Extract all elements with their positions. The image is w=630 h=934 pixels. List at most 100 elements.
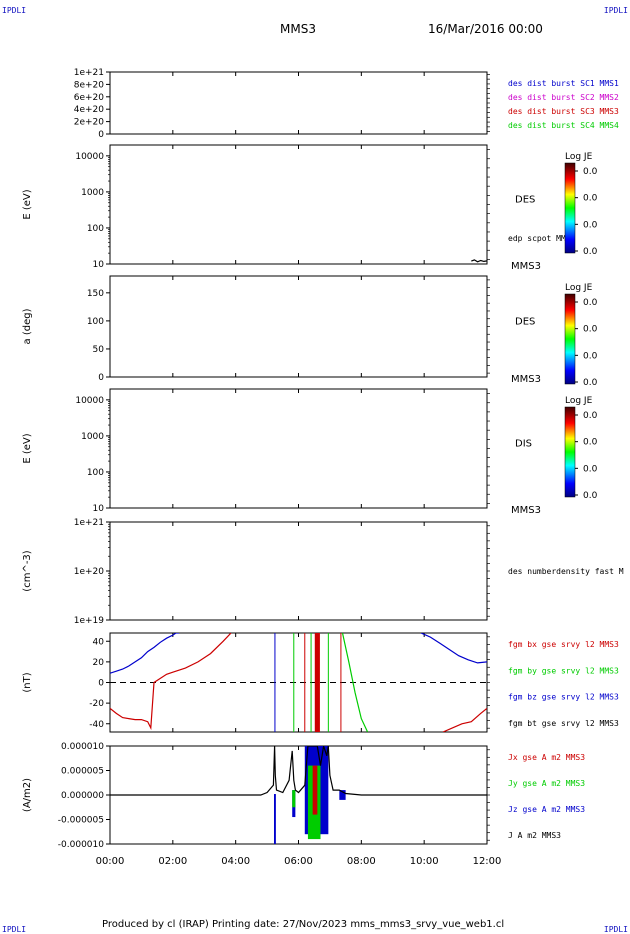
y-tick-label: 1e+20 xyxy=(74,567,105,577)
panel-data-group xyxy=(471,259,487,263)
burst-region xyxy=(312,765,318,815)
legend-entry: des dist burst SC1 MMS1 xyxy=(508,79,619,88)
spacecraft-sub-label: MMS3 xyxy=(511,261,541,272)
panel-frame xyxy=(109,71,488,135)
corner-mark-bottom-left: IPDLI xyxy=(2,925,27,934)
colorbar-title: Log JE xyxy=(565,152,593,162)
y-tick-label: 0 xyxy=(98,679,104,689)
x-tick-label: 06:00 xyxy=(284,856,313,867)
y-axis-label: E (eV) xyxy=(22,433,33,463)
y-tick-label: 6e+20 xyxy=(74,93,105,103)
y-tick-label: 0 xyxy=(98,130,104,140)
legend-entry: des dist burst SC3 MMS3 xyxy=(508,107,619,116)
overlay-line xyxy=(471,259,487,263)
x-tick-label: 00:00 xyxy=(96,856,125,867)
y-tick-label: 10 xyxy=(93,260,105,270)
y-tick-label: 1000 xyxy=(81,188,104,198)
colorbar-tick-label: 0.0 xyxy=(583,438,598,448)
spacecraft-sub-label: MMS3 xyxy=(511,374,541,385)
legend-entry: Jx gse A m2 MMS3 xyxy=(508,753,585,762)
legend-entry: fgm bt gse srvy l2 MMS3 xyxy=(508,719,619,728)
panel-frame xyxy=(109,275,488,378)
legend-entry: des dist burst SC4 MMS4 xyxy=(508,121,619,130)
y-tick-label: -40 xyxy=(89,720,104,730)
instrument-label: DES xyxy=(515,317,535,328)
burst-region xyxy=(339,790,346,800)
legend-entry: Jy gse A m2 MMS3 xyxy=(508,779,585,788)
legend-entry: fgm by gse srvy l2 MMS3 xyxy=(508,666,619,675)
y-tick-label: 0.000005 xyxy=(61,767,104,777)
legend-entry: des dist burst SC2 MMS2 xyxy=(508,93,619,102)
y-tick-label: 0.000010 xyxy=(61,742,104,752)
y-tick-label: 1e+19 xyxy=(74,616,105,626)
colorbar-title: Log JE xyxy=(565,396,593,406)
spacecraft-title: MMS3 xyxy=(280,22,316,36)
footer-credits: Produced by cl (IRAP) Printing date: 27/… xyxy=(102,919,505,930)
legend-entry: Jz gse A m2 MMS3 xyxy=(508,805,585,814)
series-line xyxy=(420,633,487,664)
y-tick-label: 1e+21 xyxy=(74,518,104,528)
y-tick-label: 8e+20 xyxy=(74,80,105,90)
series-line xyxy=(110,633,232,731)
series-line xyxy=(110,633,180,674)
instrument-label: DIS xyxy=(515,439,532,450)
y-tick-label: 1e+21 xyxy=(74,68,104,78)
colorbar-tick-label: 0.0 xyxy=(583,411,598,421)
y-tick-label: 10000 xyxy=(75,152,104,162)
y-tick-label: 10000 xyxy=(75,396,104,406)
series-line xyxy=(341,633,369,732)
colorbar-tick-label: 0.0 xyxy=(583,491,598,501)
y-axis-label: (nT) xyxy=(22,672,33,692)
corner-mark-top-left: IPDLI xyxy=(2,6,27,15)
y-tick-label: 20 xyxy=(93,658,105,668)
corner-mark-top-right: IPDLI xyxy=(603,6,628,15)
colorbar-tick-label: 0.0 xyxy=(583,220,598,230)
y-tick-label: 4e+20 xyxy=(74,105,105,115)
y-tick-label: 0 xyxy=(98,373,104,383)
y-tick-label: -0.000010 xyxy=(58,840,104,850)
x-tick-label: 08:00 xyxy=(347,856,376,867)
colorbar xyxy=(564,162,576,254)
colorbar-title: Log JE xyxy=(565,283,593,293)
panel-frame xyxy=(109,144,488,265)
x-tick-label: 12:00 xyxy=(473,856,502,867)
colorbar-tick-label: 0.0 xyxy=(583,247,598,257)
spacecraft-sub-label: MMS3 xyxy=(511,505,541,516)
colorbar-tick-label: 0.0 xyxy=(583,378,598,388)
y-tick-label: 2e+20 xyxy=(74,118,105,128)
y-tick-label: 100 xyxy=(87,317,104,327)
y-tick-label: 100 xyxy=(87,468,104,478)
overlay-label: edp scpot MMS3 xyxy=(508,234,576,243)
series-line xyxy=(442,707,487,732)
y-tick-label: 100 xyxy=(87,224,104,234)
colorbar xyxy=(564,293,576,385)
colorbar-tick-label: 0.0 xyxy=(583,351,598,361)
colorbar xyxy=(564,406,576,498)
panel-data-group xyxy=(110,633,487,732)
panel-frame xyxy=(109,388,488,509)
y-axis-label: a (deg) xyxy=(22,308,33,344)
burst-region xyxy=(292,790,296,808)
y-axis-label: (A/m2) xyxy=(22,778,33,812)
date-title: 16/Mar/2016 00:00 xyxy=(428,22,543,36)
y-tick-label: 150 xyxy=(87,289,104,299)
burst-region xyxy=(273,794,276,844)
panel-data-group xyxy=(110,746,487,844)
panel-frame xyxy=(109,521,488,621)
x-tick-label: 02:00 xyxy=(158,856,187,867)
legend-entry: des numberdensity fast M xyxy=(508,567,624,576)
corner-mark-bottom-right: IPDLI xyxy=(603,925,628,934)
y-tick-label: 50 xyxy=(93,345,105,355)
instrument-label: DES xyxy=(515,195,535,206)
colorbar-tick-label: 0.0 xyxy=(583,325,598,335)
colorbar-tick-label: 0.0 xyxy=(583,464,598,474)
y-tick-label: -0.000005 xyxy=(58,816,104,826)
y-axis-label: (cm^-3) xyxy=(22,550,33,591)
legend-entry: fgm bz gse srvy l2 MMS3 xyxy=(508,693,619,702)
legend-entry: fgm bx gse srvy l2 MMS3 xyxy=(508,640,619,649)
y-tick-label: 0.000000 xyxy=(61,791,104,801)
colorbar-tick-label: 0.0 xyxy=(583,298,598,308)
colorbar-tick-label: 0.0 xyxy=(583,167,598,177)
x-tick-label: 10:00 xyxy=(410,856,439,867)
